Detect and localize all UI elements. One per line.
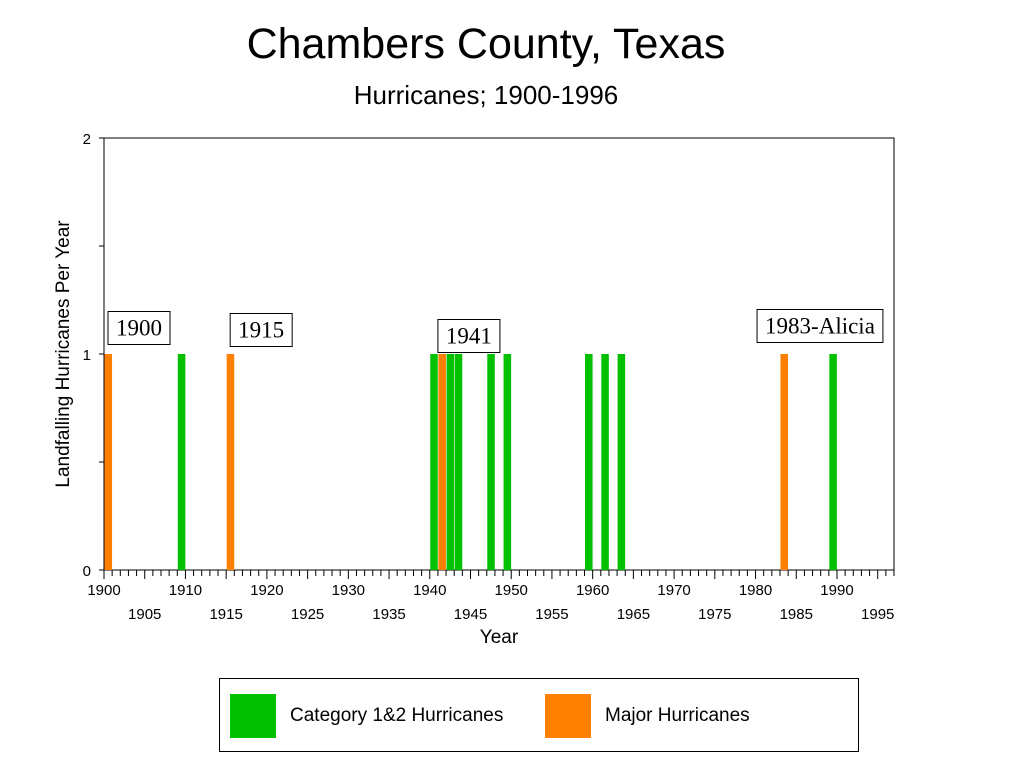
x-tick-label: 1905	[128, 606, 161, 623]
x-tick-label: 1955	[535, 606, 568, 623]
y-tick-label: 1	[83, 347, 91, 364]
bar-major	[226, 354, 235, 570]
bar-major	[104, 354, 113, 570]
annotation-label: 1900	[107, 311, 171, 345]
bar-category-1-2	[177, 354, 186, 570]
x-tick-label: 1995	[861, 606, 894, 623]
bar-category-1-2	[829, 354, 837, 570]
annotation-box	[437, 319, 501, 353]
annotations-group: 1900 1915 1941 1983-Alicia	[107, 309, 884, 353]
legend-label-major: Major Hurricanes	[605, 705, 750, 726]
annotation-label: 1983-Alicia	[756, 309, 884, 343]
x-tick-label: 1985	[780, 606, 813, 623]
y-axis: 0 1 2	[83, 131, 104, 580]
bar-category-1-2	[446, 354, 455, 570]
bar-category-1-2	[601, 354, 609, 570]
x-tick-label: 1910	[169, 582, 202, 599]
bar-category-1-2	[430, 354, 438, 570]
legend-item-category-1-2: Category 1&2 Hurricanes	[230, 694, 503, 738]
x-tick-label: 1940	[413, 582, 446, 599]
annotation-text: 1983-Alicia	[765, 314, 875, 339]
x-tick-label: 1915	[209, 606, 242, 623]
x-tick-label: 1945	[454, 606, 487, 623]
x-tick-label: 1980	[739, 582, 772, 599]
y-axis-title: Landfalling Hurricanes Per Year	[53, 220, 74, 488]
x-tick-label: 1930	[332, 582, 365, 599]
x-tick-label: 1900	[87, 582, 120, 599]
bar-category-1-2	[617, 354, 626, 570]
legend: Category 1&2 Hurricanes Major Hurricanes	[219, 678, 859, 752]
annotation-label: 1941	[437, 319, 501, 353]
legend-item-major: Major Hurricanes	[545, 694, 750, 738]
x-tick-label: 1975	[698, 606, 731, 623]
x-tick-label: 1970	[657, 582, 690, 599]
annotation-text: 1941	[446, 324, 492, 349]
bar-major	[438, 354, 446, 570]
x-tick-label: 1950	[495, 582, 528, 599]
x-tick-label: 1925	[291, 606, 324, 623]
x-tick-label: 1935	[372, 606, 405, 623]
legend-label-category-1-2: Category 1&2 Hurricanes	[290, 705, 504, 726]
annotation-label: 1915	[229, 313, 293, 347]
plot-frame	[103, 137, 895, 571]
x-axis-title: Year	[480, 627, 519, 648]
legend-swatch-category-1-2	[230, 694, 276, 738]
annotation-box	[756, 309, 884, 343]
x-tick-label: 1960	[576, 582, 609, 599]
annotation-box	[107, 311, 171, 345]
annotation-box	[229, 313, 293, 347]
bar-major	[780, 354, 789, 570]
bar-category-1-2	[585, 354, 593, 570]
chart-subtitle: Hurricanes; 1900-1996	[353, 80, 619, 110]
x-tick-label: 1990	[820, 582, 853, 599]
x-tick-label: 1965	[617, 606, 650, 623]
bar-category-1-2	[503, 354, 512, 570]
chart-title: Chambers County, Texas	[246, 20, 726, 68]
x-axis: 1900 1910 1920 1930 1940 1950 1960 1970 1980 1990…	[87, 570, 895, 623]
bar-category-1-2	[454, 354, 463, 570]
x-tick-label: 1920	[250, 582, 283, 599]
y-tick-label: 2	[83, 131, 91, 148]
bars-group	[104, 354, 837, 570]
annotation-text: 1915	[238, 318, 284, 343]
y-tick-label: 0	[83, 563, 91, 580]
bar-category-1-2	[487, 354, 495, 570]
legend-swatch-major	[545, 694, 591, 738]
annotation-text: 1900	[116, 316, 162, 341]
